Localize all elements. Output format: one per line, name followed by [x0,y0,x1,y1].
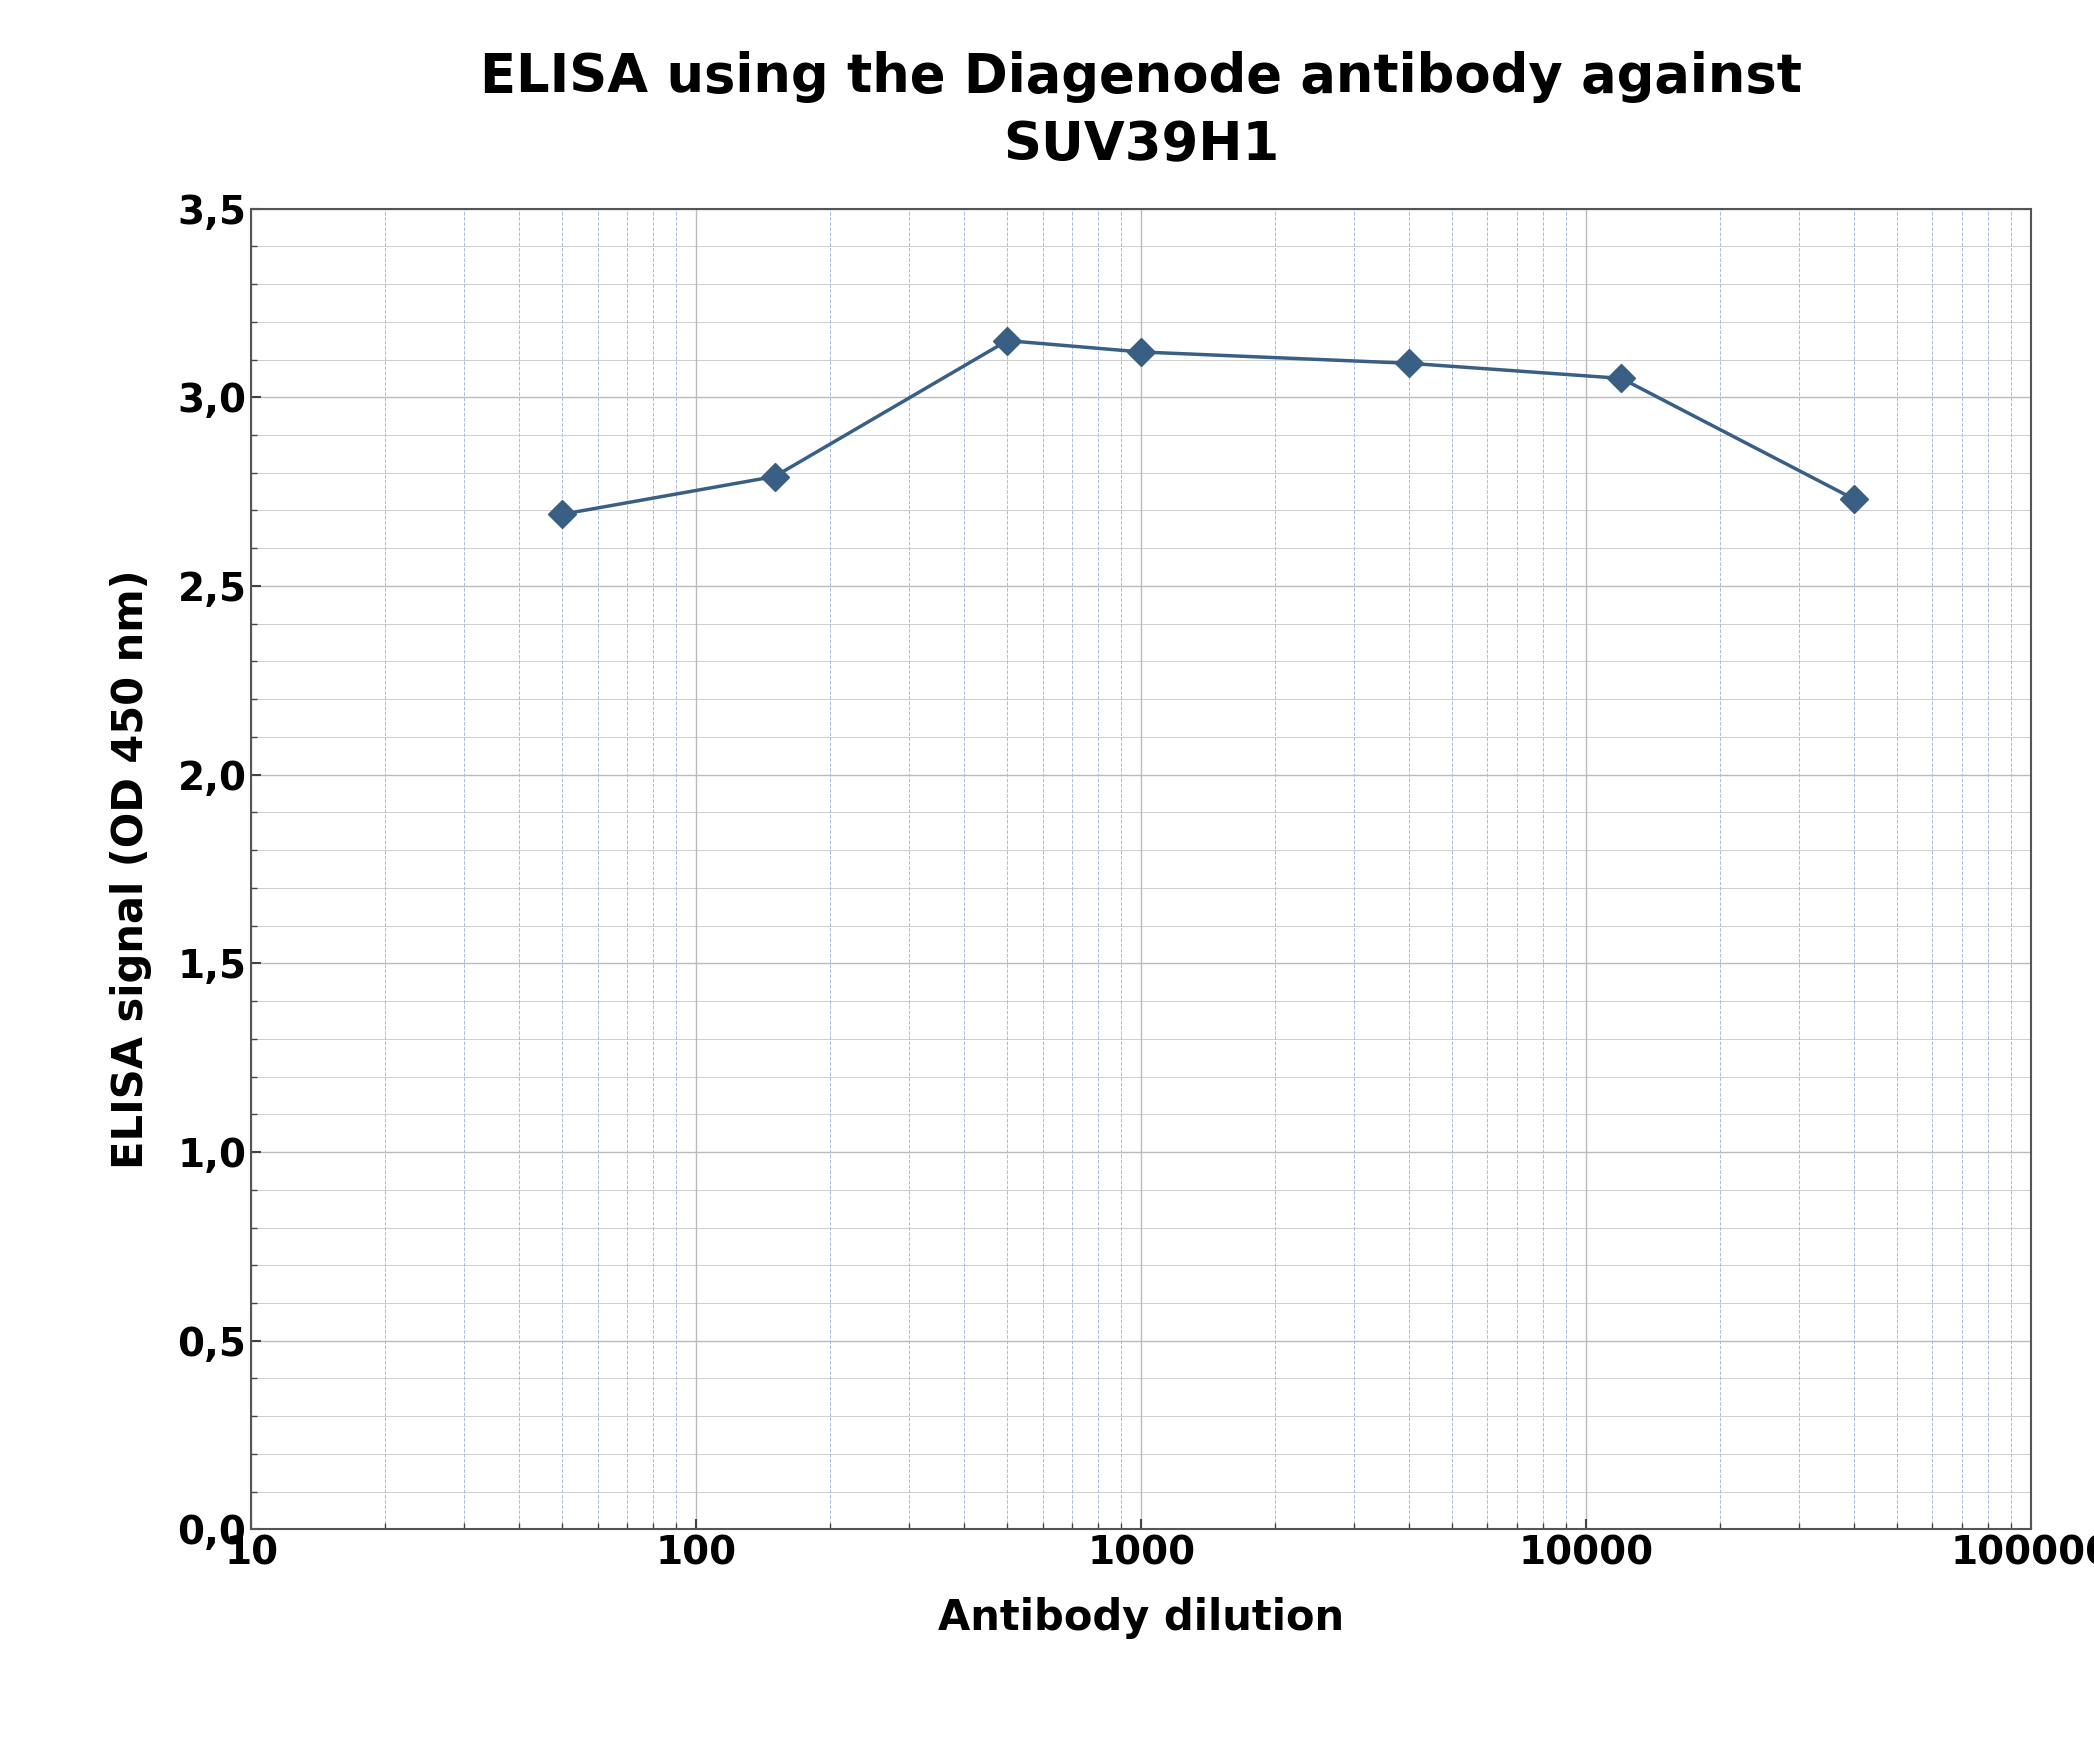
X-axis label: Antibody dilution: Antibody dilution [938,1597,1344,1639]
Title: ELISA using the Diagenode antibody against
SUV39H1: ELISA using the Diagenode antibody again… [480,50,1803,170]
Y-axis label: ELISA signal (OD 450 nm): ELISA signal (OD 450 nm) [111,568,153,1170]
